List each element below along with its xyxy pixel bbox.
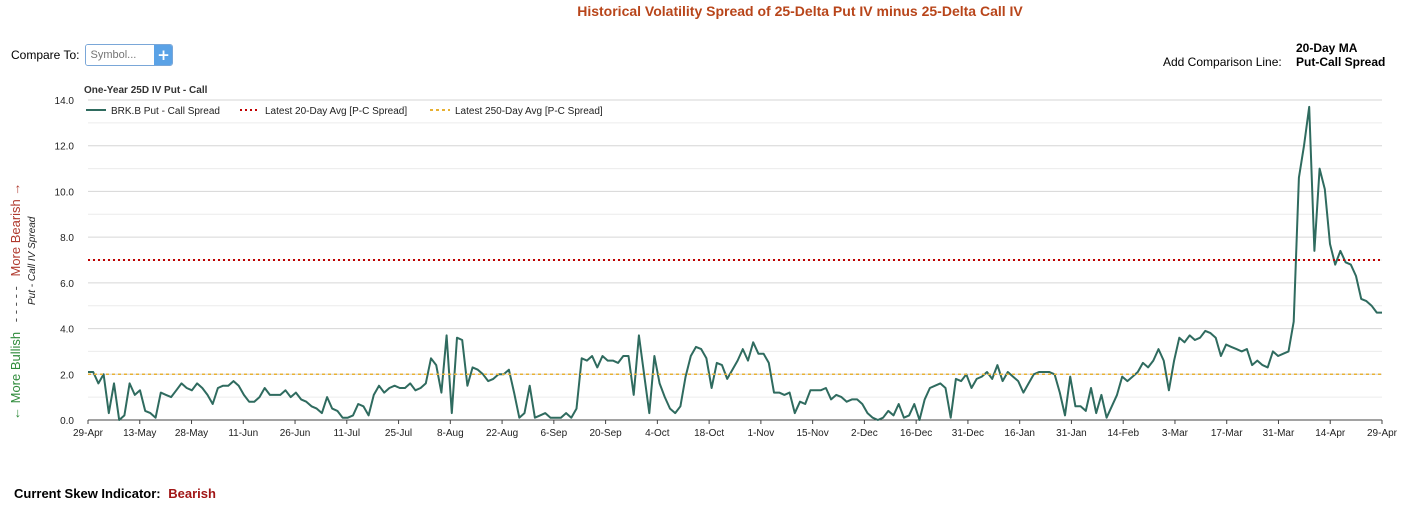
- x-tick-label: 22-Aug: [486, 428, 518, 439]
- page-title: Historical Volatility Spread of 25-Delta…: [577, 3, 1023, 19]
- x-tick-label: 16-Dec: [900, 428, 932, 439]
- x-tick-label: 28-May: [175, 428, 208, 439]
- x-tick-label: 11-Jun: [228, 428, 258, 439]
- x-tick-label: 20-Sep: [589, 428, 622, 439]
- y-tick-label: 4.0: [60, 325, 74, 336]
- legend-label: Latest 20-Day Avg [P-C Spread]: [265, 106, 407, 117]
- x-tick-label: 15-Nov: [797, 428, 829, 439]
- symbol-box: +: [85, 44, 174, 66]
- y-tick-label: 14.0: [55, 96, 75, 107]
- ma-line2: Put-Call Spread: [1296, 55, 1386, 69]
- ma-line1: 20-Day MA: [1296, 41, 1358, 55]
- x-tick-label: 31-Jan: [1056, 428, 1087, 439]
- comparison-line-selector[interactable]: 20-Day MA Put-Call Spread: [1296, 41, 1385, 69]
- legend-label: BRK.B Put - Call Spread: [111, 106, 220, 117]
- x-tick-label: 6-Sep: [540, 428, 567, 439]
- skew-indicator: Current Skew Indicator: Bearish: [14, 486, 216, 501]
- x-tick-label: 29-Apr: [73, 428, 104, 439]
- x-tick-label: 17-Mar: [1211, 428, 1243, 439]
- chart-title: One-Year 25D IV Put - Call: [84, 85, 208, 96]
- add-symbol-button[interactable]: +: [154, 45, 173, 65]
- x-tick-label: 29-Apr: [1367, 428, 1398, 439]
- bullish-label: ← More Bullish: [8, 332, 23, 420]
- add-comparison-line-label: Add Comparison Line:: [1163, 55, 1282, 69]
- x-tick-label: 25-Jul: [385, 428, 412, 439]
- y-tick-label: 12.0: [55, 142, 75, 153]
- chart-legend: BRK.B Put - Call Spread Latest 20-Day Avg…: [86, 106, 603, 117]
- sentiment-dashes: - - - - -: [8, 286, 23, 322]
- volatility-spread-chart: One-Year 25D IV Put - Call 0.0 2.0 4.0 6.0 8…: [8, 85, 1398, 439]
- x-tick-label: 3-Mar: [1162, 428, 1189, 439]
- series-line-spread: [88, 105, 1382, 421]
- y-axis-sentiment: ← More Bullish - - - - - More Bearish →: [8, 183, 23, 420]
- y-axis-label: Put - Call IV Spread: [27, 216, 38, 305]
- skew-indicator-label: Current Skew Indicator:: [14, 486, 161, 501]
- x-tick-label: 16-Jan: [1004, 428, 1035, 439]
- skew-indicator-value: Bearish: [168, 486, 216, 501]
- x-tick-label: 18-Oct: [694, 428, 724, 439]
- y-tick-label: 0.0: [60, 416, 74, 427]
- compare-to-label: Compare To:: [11, 48, 80, 62]
- y-tick-label: 8.0: [60, 233, 74, 244]
- grid-lines: [88, 99, 1382, 421]
- x-tick-label: 8-Aug: [437, 428, 464, 439]
- x-tick-label: 31-Mar: [1263, 428, 1295, 439]
- x-tick-label: 1-Nov: [748, 428, 775, 439]
- y-tick-label: 2.0: [60, 370, 74, 381]
- x-tick-label: 14-Apr: [1315, 428, 1346, 439]
- x-tick-label: 11-Jul: [334, 428, 361, 439]
- y-tick-label: 10.0: [55, 187, 75, 198]
- x-tick-label: 2-Dec: [851, 428, 878, 439]
- bearish-label: More Bearish →: [8, 183, 23, 277]
- y-tick-labels: 0.0 2.0 4.0 6.0 8.0 10.0 12.0 14.0: [55, 96, 75, 427]
- x-tick-labels: 29-Apr 13-May 28-May 11-Jun 26-Jun 11-Jul 25-J…: [73, 420, 1398, 439]
- x-tick-label: 26-Jun: [280, 428, 311, 439]
- x-tick-label: 13-May: [123, 428, 156, 439]
- x-tick-label: 4-Oct: [645, 428, 670, 439]
- x-tick-label: 14-Feb: [1107, 428, 1139, 439]
- y-tick-label: 6.0: [60, 279, 74, 290]
- symbol-input[interactable]: [86, 45, 155, 65]
- legend-label: Latest 250-Day Avg [P-C Spread]: [455, 106, 603, 117]
- chart-series: [88, 105, 1382, 421]
- compare-to-control: Compare To: +: [11, 44, 174, 66]
- x-tick-label: 31-Dec: [952, 428, 984, 439]
